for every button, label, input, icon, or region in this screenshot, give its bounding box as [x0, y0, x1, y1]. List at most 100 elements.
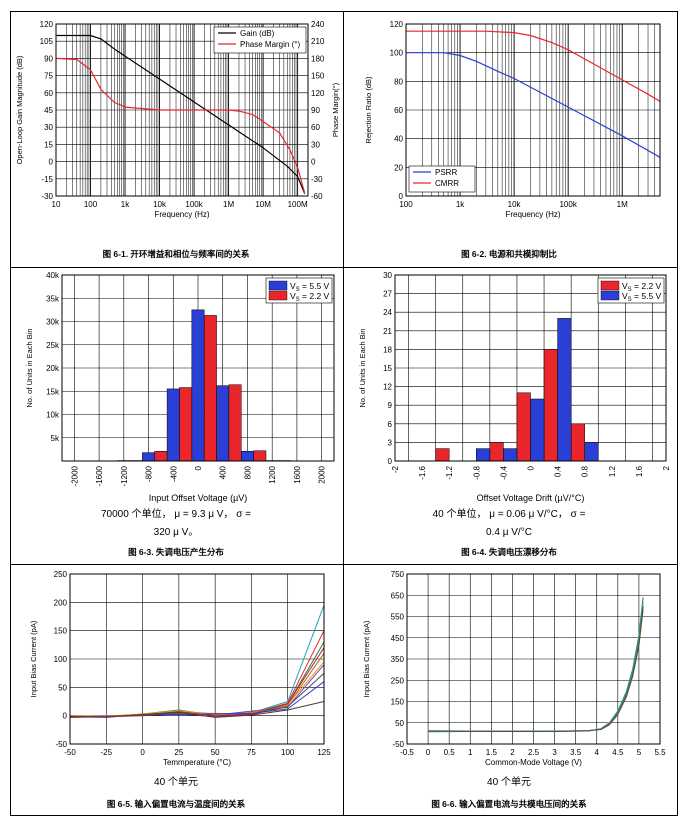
grid-divider-row1: [11, 267, 677, 268]
histogram-bar: [503, 448, 518, 462]
y2-tick-label: 210: [311, 37, 325, 46]
x-tick-label: 100: [281, 748, 295, 757]
y-tick-label: 21: [383, 327, 392, 336]
series-line: [70, 630, 325, 717]
histogram-bar: [584, 442, 599, 462]
y-tick-label: 20: [394, 163, 403, 172]
x-axis-title: Temmperature (°C): [163, 758, 231, 767]
figure-caption: 图 6-1. 开环增益和相位与频率间的关系: [102, 249, 250, 259]
histogram-bar: [191, 309, 205, 462]
histogram-bar: [216, 385, 230, 462]
y-tick-label: 450: [391, 634, 405, 643]
y-tick-label: 25k: [46, 341, 60, 350]
x-tick-label: 2000: [318, 465, 327, 483]
x-tick-label: 125: [317, 748, 331, 757]
x-tick-label: 4: [595, 748, 600, 757]
series-line: [69, 664, 325, 717]
x-tick-label: 2: [510, 748, 515, 757]
legend-label-value: = 5.5 V: [632, 291, 662, 301]
y-tick-label: 80: [394, 77, 403, 86]
stat-note-line1: 70000 个单位， μ = 9.3 μ V， σ =: [101, 509, 251, 520]
y-tick-label: 90: [44, 54, 53, 63]
x-axis-title: Frequency (Hz): [154, 210, 209, 219]
y-axis-title: Input Bias Current (pA): [362, 620, 371, 697]
stat-note-line2: 320 μ V。: [153, 527, 199, 538]
stat-note-line2: 0.4 μ V/°C: [486, 527, 532, 538]
y-tick-label: 100: [390, 49, 404, 58]
y-tick-label: 27: [383, 290, 392, 299]
legend-label-sub: S: [628, 287, 632, 293]
x-tick-label: 1.5: [486, 748, 498, 757]
x-tick-label: 2.5: [528, 748, 540, 757]
x-tick-label: 2: [662, 465, 671, 470]
legend-label: Phase Margin (°): [240, 40, 300, 49]
x-tick-label: 1M: [617, 200, 628, 209]
y-tick-label: 15: [383, 364, 392, 373]
y2-tick-label: 60: [311, 123, 320, 132]
x-tick-label: -2: [391, 465, 400, 473]
series-line: [428, 606, 644, 732]
histogram-bar: [166, 388, 180, 462]
series-line: [69, 661, 325, 717]
histogram-bar: [179, 387, 193, 462]
y-tick-label: 40: [394, 135, 403, 144]
y-axis-title: Input Bias Current (pA): [29, 620, 38, 697]
x-tick-label: -800: [145, 465, 154, 482]
figure-caption: 图 6-3. 失调电压产生分布: [128, 547, 224, 557]
gridlines: [69, 573, 325, 745]
legend-label-value: = 2.2 V: [300, 291, 330, 301]
plot-frame: [394, 274, 667, 462]
x-tick-label: 25: [174, 748, 183, 757]
y-tick-label: 6: [388, 420, 393, 429]
x-axis-title: Offset Voltage Drift (µV/°C): [477, 493, 585, 503]
y-tick-label: -50: [55, 740, 67, 749]
y-tick-label: 0: [63, 712, 68, 721]
legend-box: [408, 165, 476, 193]
figure-caption: 图 6-6. 输入偏置电流与共模电压间的关系: [431, 799, 587, 809]
x-tick-label: 100k: [559, 200, 577, 209]
histogram-bar: [489, 442, 504, 462]
y-tick-label: 35k: [46, 294, 60, 303]
x-tick-label: -1.2: [445, 465, 454, 479]
y-tick-label: 10k: [46, 411, 60, 420]
x-tick-label: 75: [247, 748, 256, 757]
histogram-bar: [435, 448, 450, 462]
x-tick-label: 3.5: [570, 748, 582, 757]
y-tick-label: 0: [49, 158, 54, 167]
figure-grid: [10, 11, 678, 816]
legend-label-sub: S: [296, 287, 300, 293]
y-tick-label: 120: [40, 20, 54, 29]
y2-tick-label: 120: [311, 89, 325, 98]
histogram-bar: [228, 384, 242, 462]
x-tick-label: 1.2: [608, 465, 617, 477]
x-tick-label: 10k: [508, 200, 522, 209]
y2-tick-label: -30: [311, 175, 323, 184]
x-tick-label: 0.5: [444, 748, 456, 757]
legend-label: PSRR: [435, 168, 457, 177]
x-tick-label: 5: [637, 748, 642, 757]
x-tick-label: 10k: [153, 200, 167, 209]
x-axis-title: Input Offset Voltage (µV): [149, 493, 248, 503]
x-tick-label: 0: [527, 465, 536, 470]
x-tick-label: 4.5: [612, 748, 624, 757]
legend: VS = 5.5 VVS = 2.2 V: [265, 277, 333, 304]
legend-box: [213, 26, 307, 54]
figure-caption: 图 6-5. 输入偏置电流与温度间的关系: [106, 799, 246, 809]
x-tick-label: 1k: [456, 200, 465, 209]
y-tick-label: 650: [391, 591, 405, 600]
y-tick-label: 550: [391, 613, 405, 622]
x-tick-label: 50: [211, 748, 220, 757]
y-tick-label: 50: [58, 683, 67, 692]
y-tick-label: 150: [54, 627, 68, 636]
y-tick-label: 0: [388, 457, 393, 466]
x-tick-label: -0.4: [499, 465, 508, 479]
y-tick-label: 75: [44, 72, 53, 81]
histogram-bar: [516, 392, 531, 462]
x-tick-label: 100k: [185, 200, 203, 209]
x-tick-label: 400: [219, 465, 228, 479]
y-tick-label: 60: [394, 106, 403, 115]
y-tick-label: 150: [391, 698, 405, 707]
y-tick-label: 0: [399, 192, 404, 201]
x-tick-label: 1.6: [635, 465, 644, 477]
grid-divider-vertical: [343, 12, 344, 815]
